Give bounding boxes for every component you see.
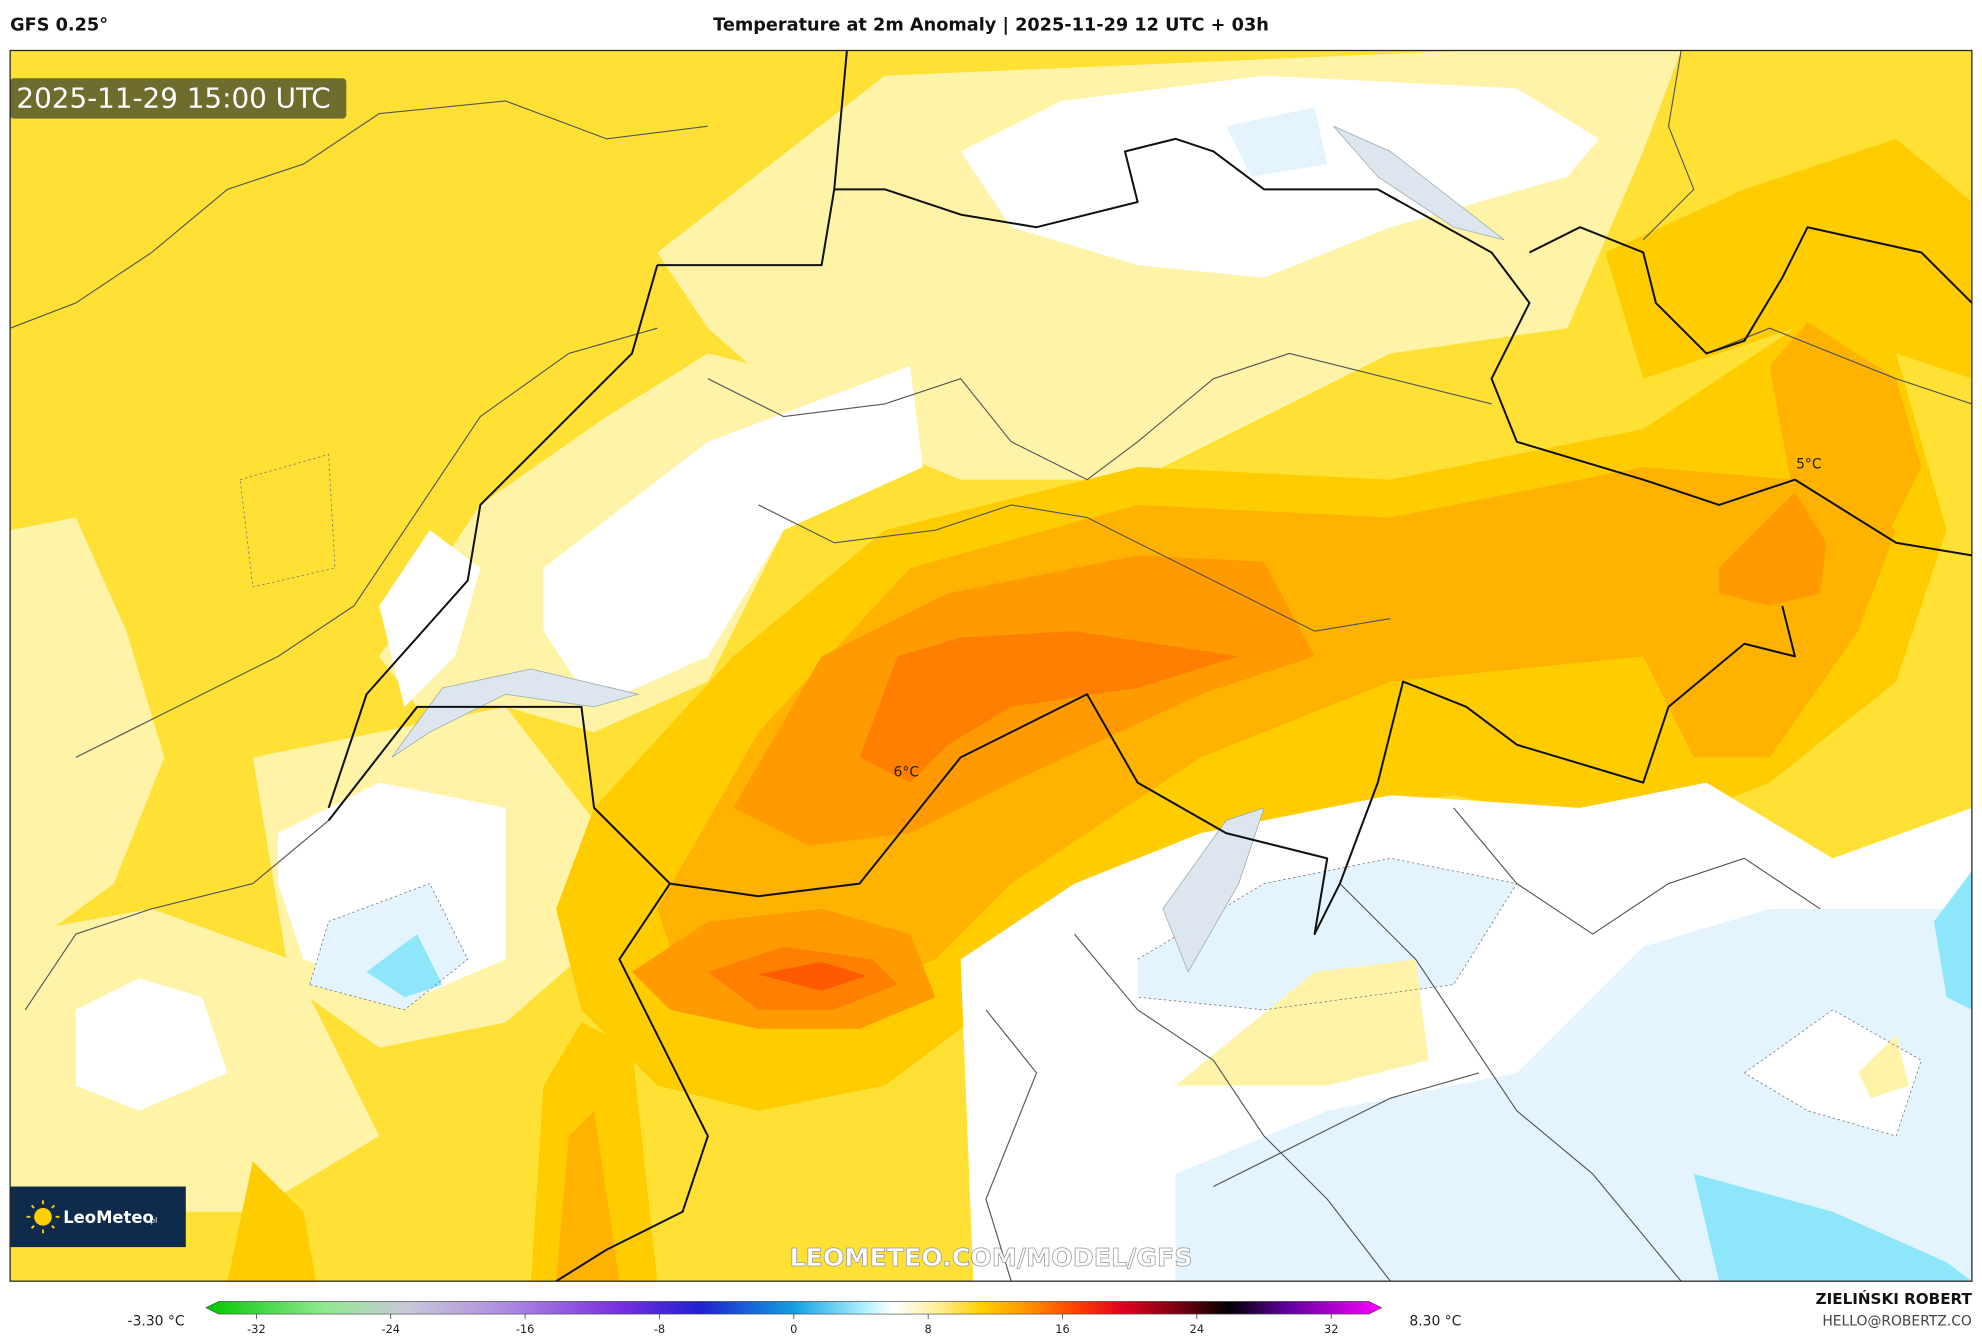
logo: LeoMeteo .pl — [10, 1186, 186, 1248]
colorbar-tick-label: 0 — [790, 1322, 797, 1336]
colorbar-tick-label: -24 — [381, 1322, 400, 1336]
author: ZIELIŃSKI ROBERT — [1816, 1289, 1973, 1308]
colorbar-tick-label: -8 — [654, 1322, 665, 1336]
colorbar-tick-label: 32 — [1324, 1322, 1338, 1336]
logo-suffix: .pl — [148, 1216, 157, 1225]
lakes — [391, 125, 1505, 973]
colorbar-tick-label: 8 — [925, 1322, 932, 1336]
map: 6°C 5°C 2025-11-29 15:00 UTC LeoMeteo .p… — [10, 50, 1972, 1282]
max-label: 5°C — [1796, 456, 1821, 472]
max-label: 6°C — [894, 764, 919, 780]
valid-time-box: 2025-11-29 15:00 UTC — [10, 78, 347, 119]
map-title: Temperature at 2m Anomaly | 2025-11-29 1… — [713, 15, 1269, 35]
country-borders — [327, 50, 1972, 1282]
valid-time: 2025-11-29 15:00 UTC — [16, 81, 330, 114]
colorbar-tick-label: -16 — [516, 1322, 535, 1336]
colorbar: -3.30 °C 8.30 °C -32 -24 -16 -8 0 8 16 24 32 — [128, 1301, 1461, 1336]
colorbar-min: -3.30 °C — [128, 1313, 185, 1329]
colorbar-tick-label: 24 — [1190, 1322, 1204, 1336]
colorbar-max: 8.30 °C — [1409, 1313, 1461, 1329]
logo-text: LeoMeteo — [63, 1208, 154, 1227]
colorbar-tick-label: 16 — [1055, 1322, 1069, 1336]
anomaly-fields — [10, 50, 1972, 1282]
model-name: GFS 0.25° — [10, 15, 108, 35]
contact: HELLO@ROBERTZ.CO — [1822, 1313, 1972, 1329]
watermark: LEOMETEO.COM/MODEL/GFS — [789, 1243, 1192, 1272]
map-frame — [9, 49, 1973, 1282]
colorbar-tick-label: -32 — [247, 1322, 266, 1336]
regional-borders — [10, 50, 1972, 1282]
